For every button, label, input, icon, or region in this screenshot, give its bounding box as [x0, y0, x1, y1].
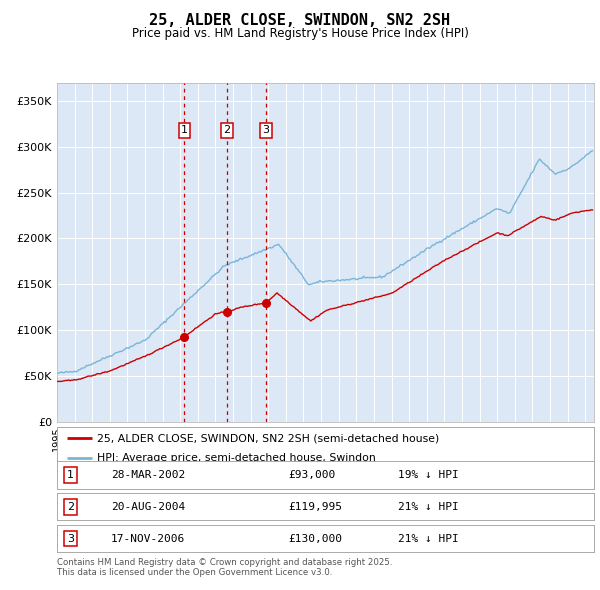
Text: 21% ↓ HPI: 21% ↓ HPI	[398, 534, 459, 543]
Text: Price paid vs. HM Land Registry's House Price Index (HPI): Price paid vs. HM Land Registry's House …	[131, 27, 469, 40]
Text: 1: 1	[67, 470, 74, 480]
Text: 3: 3	[67, 534, 74, 543]
Text: 21% ↓ HPI: 21% ↓ HPI	[398, 502, 459, 512]
Text: £130,000: £130,000	[288, 534, 342, 543]
Text: This data is licensed under the Open Government Licence v3.0.: This data is licensed under the Open Gov…	[57, 568, 332, 576]
Text: Contains HM Land Registry data © Crown copyright and database right 2025.: Contains HM Land Registry data © Crown c…	[57, 558, 392, 566]
Text: £119,995: £119,995	[288, 502, 342, 512]
Text: 2: 2	[223, 125, 230, 135]
Text: 25, ALDER CLOSE, SWINDON, SN2 2SH (semi-detached house): 25, ALDER CLOSE, SWINDON, SN2 2SH (semi-…	[97, 433, 440, 443]
Text: 2: 2	[67, 502, 74, 512]
Text: 28-MAR-2002: 28-MAR-2002	[111, 470, 185, 480]
Text: 3: 3	[263, 125, 269, 135]
Text: HPI: Average price, semi-detached house, Swindon: HPI: Average price, semi-detached house,…	[97, 453, 376, 463]
Text: £93,000: £93,000	[288, 470, 335, 480]
Text: 19% ↓ HPI: 19% ↓ HPI	[398, 470, 459, 480]
Text: 17-NOV-2006: 17-NOV-2006	[111, 534, 185, 543]
Text: 25, ALDER CLOSE, SWINDON, SN2 2SH: 25, ALDER CLOSE, SWINDON, SN2 2SH	[149, 13, 451, 28]
Text: 1: 1	[181, 125, 188, 135]
Text: 20-AUG-2004: 20-AUG-2004	[111, 502, 185, 512]
